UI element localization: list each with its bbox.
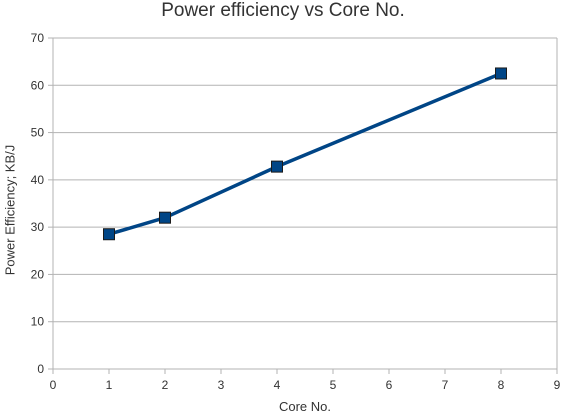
series-line xyxy=(108,71,502,236)
x-tick-label: 2 xyxy=(162,378,169,392)
x-tick-label: 6 xyxy=(386,378,393,392)
x-tick-label: 4 xyxy=(274,378,281,392)
y-tick-label: 50 xyxy=(31,126,45,140)
x-tick-label: 3 xyxy=(218,378,225,392)
y-tick-label: 70 xyxy=(31,31,45,45)
x-axis-label: Core No. xyxy=(278,399,332,414)
y-axis-label: Power Efficiency; KB/J xyxy=(2,144,18,276)
y-tick-label: 20 xyxy=(31,267,45,281)
x-tick-label: 0 xyxy=(50,378,57,392)
x-tick-label: 9 xyxy=(554,378,561,392)
x-tick-label: 1 xyxy=(106,378,113,392)
chart-title: Power efficiency vs Core No. xyxy=(161,0,405,21)
x-tick-label: 8 xyxy=(498,378,505,392)
x-tick-label: 5 xyxy=(330,378,337,392)
y-tick-label: 0 xyxy=(37,362,44,376)
data-point xyxy=(271,160,283,173)
y-tick-label: 40 xyxy=(31,173,45,187)
data-point xyxy=(495,67,507,80)
x-tick-label: 7 xyxy=(442,378,449,392)
y-tick-label: 60 xyxy=(31,78,45,92)
data-point xyxy=(103,228,115,241)
y-tick-label: 30 xyxy=(31,220,45,234)
data-point xyxy=(159,211,171,224)
y-tick-label: 10 xyxy=(31,315,45,329)
